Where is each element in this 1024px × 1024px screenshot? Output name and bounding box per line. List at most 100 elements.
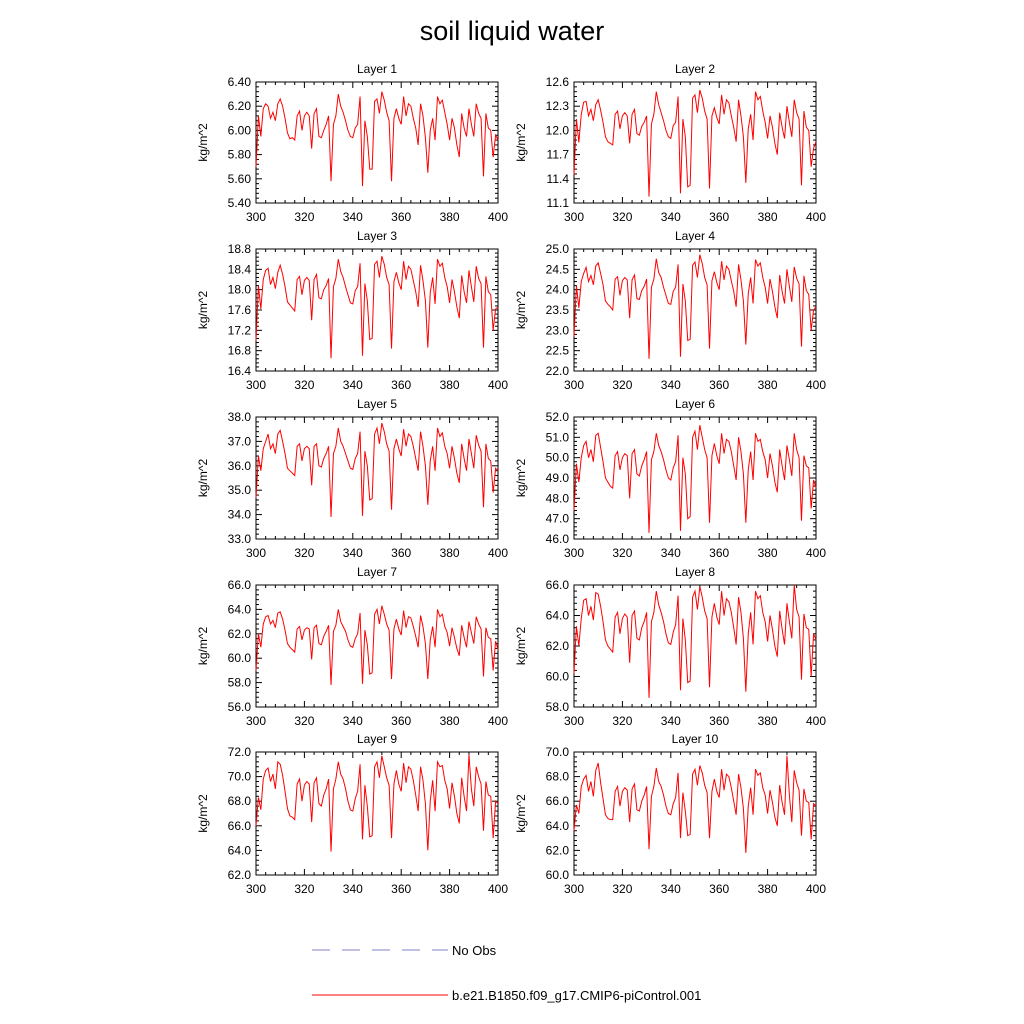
x-tick-label: 320	[294, 378, 314, 392]
y-axis-label: kg/m^2	[514, 123, 528, 162]
y-tick-label: 5.80	[228, 148, 252, 162]
x-tick-label: 360	[391, 714, 411, 728]
y-axis-label: kg/m^2	[196, 123, 210, 162]
series-line-model	[573, 755, 817, 853]
x-tick-label: 380	[440, 210, 460, 224]
y-tick-label: 64.0	[228, 843, 252, 857]
x-tick-label: 320	[612, 882, 632, 896]
x-tick-label: 320	[612, 546, 632, 560]
plot-frame	[255, 751, 499, 876]
x-tick-label: 320	[612, 714, 632, 728]
panel-5: Layer 5 kg/m^2 300 320 340 360 380 400 33.0 34.0 3…	[196, 397, 508, 560]
y-axis-label: kg/m^2	[514, 627, 528, 666]
y-tick-label: 33.0	[228, 532, 252, 546]
y-tick-label: 35.0	[228, 483, 252, 497]
series-line-model	[255, 754, 499, 852]
x-tick-label: 300	[564, 210, 584, 224]
y-tick-label: 22.5	[546, 344, 570, 358]
y-tick-label: 36.0	[228, 459, 252, 473]
x-tick-label: 340	[343, 546, 363, 560]
y-tick-label: 12.0	[546, 123, 570, 137]
y-tick-label: 50.0	[546, 451, 570, 465]
y-tick-label: 60.0	[546, 670, 570, 684]
plot-frame	[255, 81, 499, 204]
panel-2: Layer 2 kg/m^2 300 320 340 360 380 400 11.1 11.4 1…	[514, 62, 826, 224]
x-tick-label: 320	[294, 210, 314, 224]
x-tick-label: 360	[391, 378, 411, 392]
x-tick-label: 300	[246, 546, 266, 560]
x-tick-label: 300	[564, 378, 584, 392]
series-line-model	[573, 584, 817, 698]
y-axis-label: kg/m^2	[196, 794, 210, 833]
y-axis-label: kg/m^2	[196, 627, 210, 666]
plot-frame	[255, 584, 499, 708]
y-tick-label: 16.8	[228, 344, 252, 358]
y-tick-label: 66.0	[546, 578, 570, 592]
panel-title: Layer 4	[675, 229, 715, 243]
x-tick-label: 380	[758, 714, 778, 728]
y-tick-label: 70.0	[228, 770, 252, 784]
y-tick-label: 22.0	[546, 364, 570, 378]
x-tick-label: 340	[661, 210, 681, 224]
panel-title: Layer 9	[357, 732, 397, 746]
y-tick-label: 18.0	[228, 283, 252, 297]
x-tick-label: 340	[343, 714, 363, 728]
x-tick-label: 320	[612, 210, 632, 224]
panel-4: Layer 4 kg/m^2 300 320 340 360 380 400 22.0 22.5 2…	[514, 229, 826, 392]
x-tick-label: 300	[246, 882, 266, 896]
y-axis-label: kg/m^2	[196, 459, 210, 498]
x-tick-label: 320	[294, 882, 314, 896]
series-line-model	[573, 425, 817, 533]
panel-title: Layer 5	[357, 397, 397, 411]
series-line-model	[255, 605, 499, 686]
x-tick-label: 400	[806, 714, 826, 728]
y-tick-label: 24.5	[546, 262, 570, 276]
panel-title: Layer 8	[675, 565, 715, 579]
y-tick-label: 11.4	[547, 172, 570, 186]
y-tick-label: 66.0	[228, 819, 252, 833]
series-line-model	[255, 422, 499, 518]
panel-title: Layer 7	[357, 565, 397, 579]
y-tick-label: 62.0	[546, 639, 570, 653]
legend: No Obs b.e21.B1850.f09_g17.CMIP6-piContr…	[312, 943, 701, 1003]
panel-8: Layer 8 kg/m^2 300 320 340 360 380 400 58.0 60.0 6…	[514, 565, 826, 728]
x-tick-label: 380	[440, 378, 460, 392]
y-tick-label: 62.0	[546, 843, 570, 857]
plot-frame	[255, 416, 499, 540]
y-tick-label: 68.0	[546, 770, 570, 784]
x-tick-label: 300	[564, 714, 584, 728]
panel-title: Layer 2	[675, 62, 715, 76]
y-axis-label: kg/m^2	[514, 794, 528, 833]
panel-6: Layer 6 kg/m^2 300 320 340 360 380 400 46.0 47.0 4…	[514, 397, 826, 560]
x-tick-label: 360	[391, 882, 411, 896]
y-tick-label: 68.0	[228, 794, 252, 808]
panel-title: Layer 6	[675, 397, 715, 411]
series-line-model	[573, 89, 817, 197]
panel-7: Layer 7 kg/m^2 300 320 340 360 380 400 56.0 58.0 6…	[196, 565, 508, 728]
y-tick-label: 24.0	[546, 283, 570, 297]
x-tick-label: 400	[488, 714, 508, 728]
x-tick-label: 380	[440, 714, 460, 728]
x-tick-label: 360	[709, 546, 729, 560]
x-tick-label: 340	[661, 714, 681, 728]
x-tick-label: 300	[246, 210, 266, 224]
y-tick-label: 11.1	[547, 196, 570, 210]
y-tick-label: 46.0	[546, 532, 570, 546]
panel-title: Layer 10	[672, 732, 719, 746]
x-tick-label: 380	[440, 882, 460, 896]
y-axis-label: kg/m^2	[514, 291, 528, 330]
y-tick-label: 56.0	[228, 700, 252, 714]
x-tick-label: 360	[709, 882, 729, 896]
series-line-model	[573, 254, 817, 359]
y-tick-label: 38.0	[228, 410, 252, 424]
legend-model-label: b.e21.B1850.f09_g17.CMIP6-piControl.001	[452, 988, 701, 1003]
y-tick-label: 12.6	[546, 75, 570, 89]
y-tick-label: 6.20	[228, 99, 252, 113]
x-tick-label: 400	[806, 882, 826, 896]
x-tick-label: 400	[488, 546, 508, 560]
chart-title: soil liquid water	[420, 16, 605, 46]
y-tick-label: 5.40	[228, 196, 252, 210]
y-tick-label: 37.0	[228, 434, 252, 448]
y-tick-label: 47.0	[546, 512, 570, 526]
